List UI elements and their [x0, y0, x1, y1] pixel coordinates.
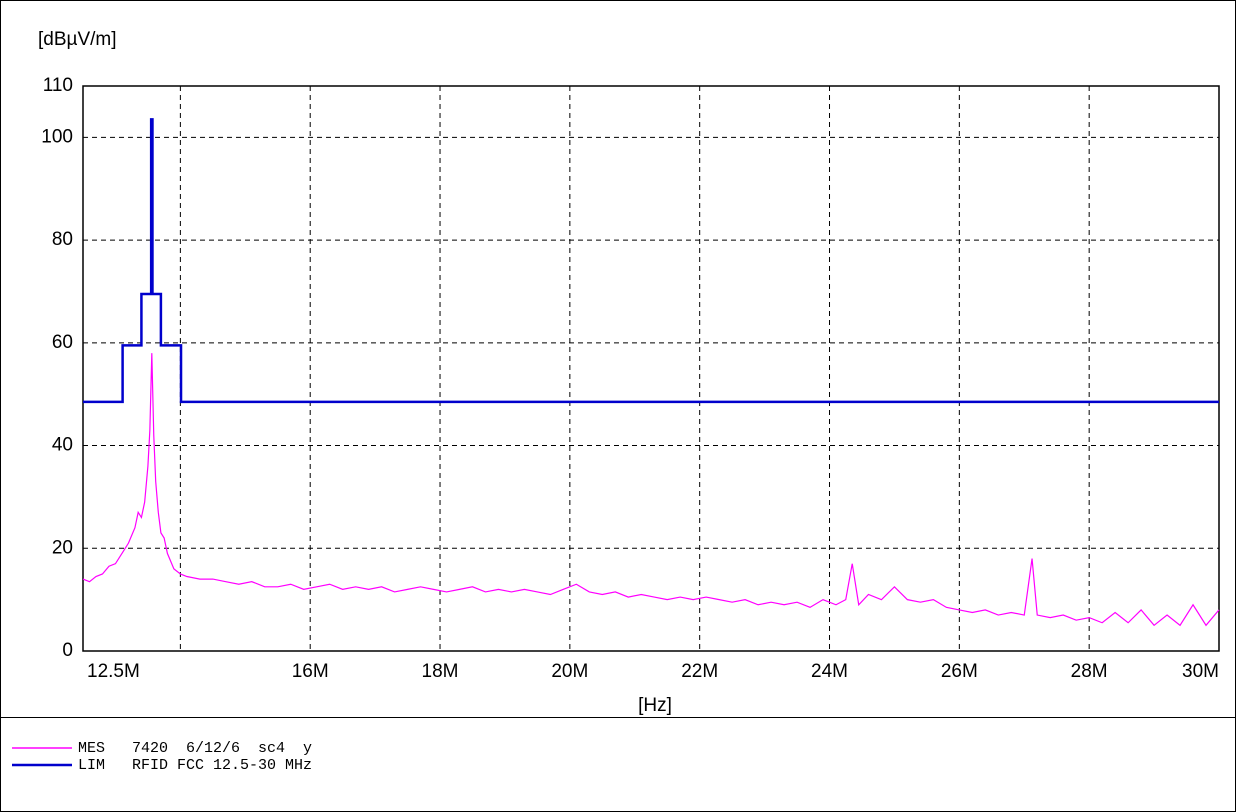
legend-label: LIM RFID FCC 12.5-30 MHz [78, 757, 312, 774]
y-tick-label: 80 [52, 229, 73, 250]
series-line [82, 353, 1220, 627]
y-tick-label: 60 [52, 332, 73, 353]
x-axis-label: [Hz] [638, 695, 672, 716]
y-tick-label: 20 [52, 537, 73, 558]
x-tick-label: 12.5M [87, 661, 140, 682]
series-line [83, 118, 1219, 404]
plot-border [82, 85, 1220, 652]
y-tick-label: 40 [52, 435, 73, 456]
x-tick-label: 20M [551, 661, 588, 682]
x-tick-label: 22M [681, 661, 718, 682]
y-tick-label: 110 [43, 75, 73, 96]
x-tick-label: 16M [292, 661, 329, 682]
x-tick-label: 18M [422, 661, 459, 682]
y-tick-label: 0 [62, 640, 73, 661]
legend-label: MES 7420 6/12/6 sc4 y [78, 740, 312, 757]
y-tick-label: 100 [41, 126, 73, 147]
x-tick-label: 28M [1071, 661, 1108, 682]
x-tick-label: 30M [1182, 661, 1219, 682]
x-tick-label: 24M [811, 661, 848, 682]
y-axis-label: [dBµV/m] [38, 29, 117, 50]
x-tick-label: 26M [941, 661, 978, 682]
